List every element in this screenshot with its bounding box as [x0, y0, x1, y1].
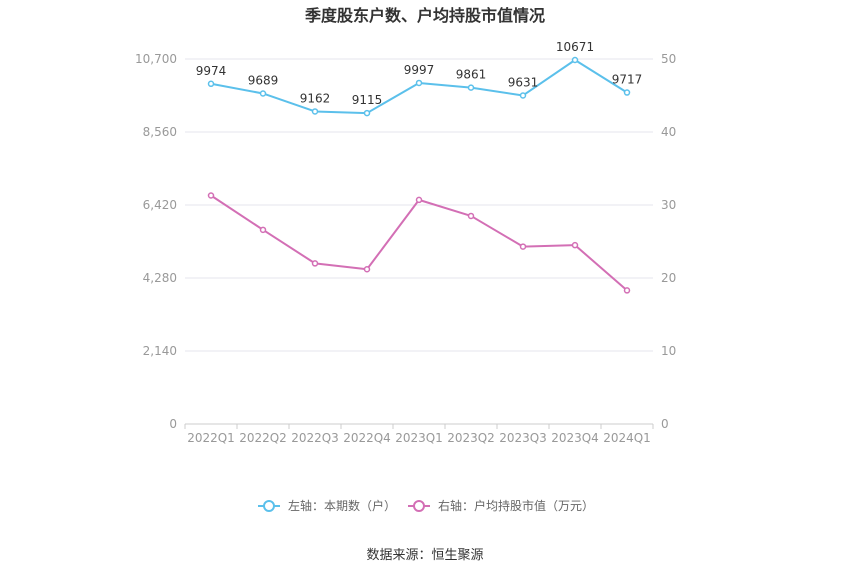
data-label: 9631 — [508, 75, 539, 89]
x-tick-label: 2023Q4 — [551, 431, 599, 445]
y-left-tick-label: 8,560 — [143, 125, 177, 139]
data-point — [207, 80, 215, 88]
legend-marker-icon — [413, 500, 425, 512]
data-point — [519, 92, 527, 99]
data-point — [415, 79, 423, 87]
x-tick-label: 2022Q2 — [239, 431, 287, 445]
grid-lines — [185, 58, 653, 352]
legend-label: 右轴：户均持股市值（万元） — [438, 498, 594, 513]
data-point — [311, 108, 319, 115]
data-point — [311, 260, 319, 267]
data-point — [467, 212, 475, 220]
x-tick-label: 2022Q3 — [291, 431, 339, 445]
y-right-tick-label: 20 — [661, 271, 676, 285]
y-right-tick-label: 10 — [661, 344, 676, 358]
x-tick-label: 2022Q1 — [187, 431, 235, 445]
legend-label: 左轴：本期数（户） — [288, 498, 396, 513]
x-tick-label: 2024Q1 — [603, 431, 651, 445]
x-tick-label: 2023Q3 — [499, 431, 547, 445]
data-point — [363, 109, 371, 117]
y-right-tick-label: 0 — [661, 417, 669, 431]
y-left-tick-label: 0 — [169, 417, 177, 431]
legend-marker-icon — [263, 500, 275, 512]
y-right-tick-label: 50 — [661, 52, 676, 66]
data-point — [467, 84, 475, 91]
data-point — [207, 192, 215, 199]
y-left-tick-label: 10,700 — [135, 52, 177, 66]
data-point — [259, 226, 267, 234]
legend[interactable]: 左轴：本期数（户） 右轴：户均持股市值（万元） — [258, 498, 594, 513]
data-point — [571, 56, 579, 64]
data-label: 9162 — [300, 91, 331, 105]
data-label: 9974 — [196, 64, 227, 78]
x-tick-label: 2023Q2 — [447, 431, 495, 445]
series-layer: 9974 9689 9162 9115 9997 9861 9631 10671 9717 — [196, 40, 643, 294]
series-line-avg-market-value — [210, 194, 628, 292]
data-point — [519, 243, 527, 250]
data-label: 9861 — [456, 68, 487, 82]
data-point — [415, 196, 423, 204]
data-label: 9689 — [248, 73, 279, 87]
axes: 0 0 2,140 10 4,280 20 6,420 30 8,560 40 10,700 50 20… — [135, 52, 676, 445]
data-point — [623, 89, 631, 96]
data-point — [623, 287, 631, 294]
y-left-tick-label: 2,140 — [143, 344, 177, 358]
data-point — [363, 265, 371, 273]
data-label: 9115 — [352, 93, 383, 107]
data-point — [571, 241, 579, 249]
legend-item-left-series[interactable]: 左轴：本期数（户） — [258, 498, 396, 513]
data-source: 数据来源：恒生聚源 — [366, 548, 483, 563]
data-label: 9997 — [404, 63, 435, 77]
y-left-tick-label: 4,280 — [143, 271, 177, 285]
data-label: 9717 — [612, 73, 643, 87]
y-right-tick-label: 30 — [661, 198, 676, 212]
data-label: 10671 — [556, 40, 594, 54]
x-tick-label: 2022Q4 — [343, 431, 391, 445]
y-right-tick-label: 40 — [661, 125, 676, 139]
data-point — [259, 90, 267, 97]
legend-item-right-series[interactable]: 右轴：户均持股市值（万元） — [408, 498, 594, 513]
chart-title: 季度股东户数、户均持股市值情况 — [304, 6, 545, 25]
y-left-tick-label: 6,420 — [143, 198, 177, 212]
x-tick-label: 2023Q1 — [395, 431, 443, 445]
